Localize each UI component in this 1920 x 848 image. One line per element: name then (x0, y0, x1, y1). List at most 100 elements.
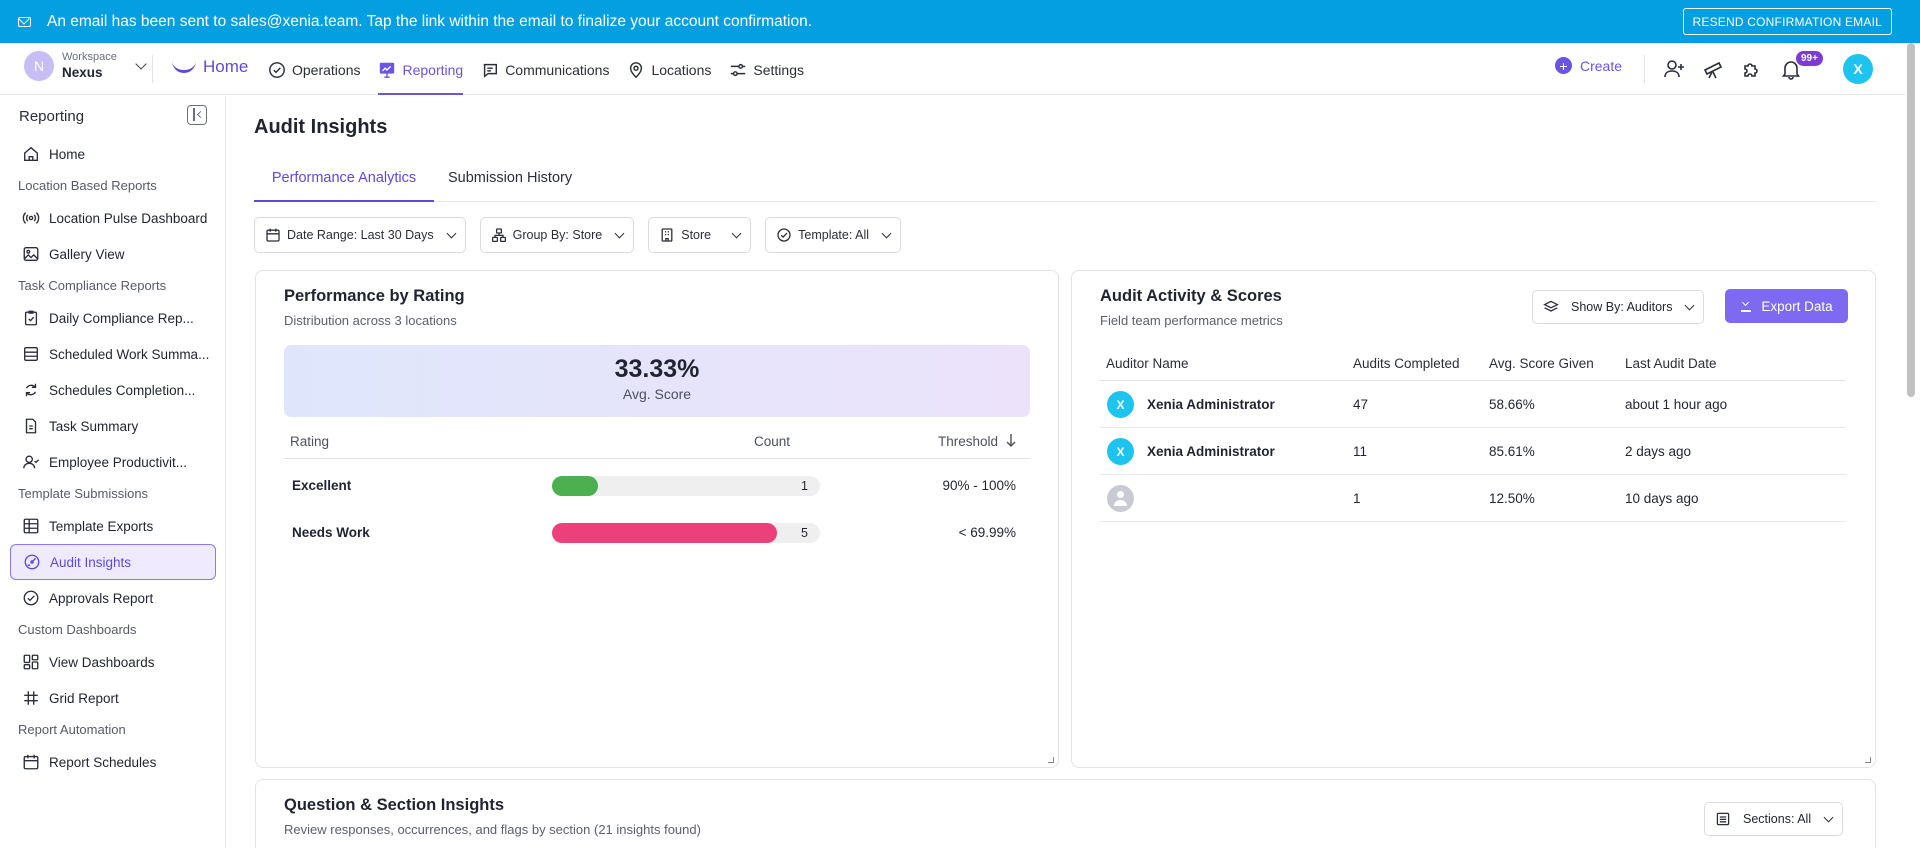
nav-reporting[interactable]: Reporting (378, 59, 463, 95)
puzzle-icon[interactable] (1741, 58, 1763, 80)
card-subtitle: Field team performance metrics (1100, 313, 1283, 328)
sidebar-item-label: Daily Compliance Rep... (49, 310, 194, 326)
tab-performance-analytics[interactable]: Performance Analytics (254, 170, 434, 202)
nav-communications[interactable]: Communications (481, 59, 609, 81)
rating-count: 1 (801, 479, 808, 493)
nav-locations[interactable]: Locations (627, 59, 711, 81)
nav-operations[interactable]: Operations (268, 59, 360, 81)
sidebar-item-label: Approvals Report (49, 590, 154, 606)
show-by-label: Show By: Auditors (1571, 300, 1673, 314)
nav-locations-label: Locations (651, 62, 712, 78)
page-title: Audit Insights (254, 116, 388, 138)
nav-settings[interactable]: Settings (729, 59, 804, 81)
plus-icon: + (1555, 57, 1572, 74)
check-circle-icon (22, 589, 40, 607)
group-by-label: Group By: Store (512, 228, 603, 242)
group-by-filter[interactable]: Group By: Store (479, 217, 635, 253)
resend-confirmation-button[interactable]: RESEND CONFIRMATION EMAIL (1682, 8, 1892, 35)
sidebar-item-approvals[interactable]: Approvals Report (10, 580, 216, 616)
chevron-down-icon (446, 228, 457, 238)
audit-gauge-icon (23, 553, 41, 571)
last-audit-header: Last Audit Date (1625, 356, 1717, 371)
card-subtitle: Distribution across 3 locations (284, 313, 457, 328)
building-icon (659, 227, 675, 243)
table-row[interactable]: 1 12.50% 10 days ago (1100, 475, 1846, 522)
document-icon (22, 417, 40, 435)
resize-handle-icon[interactable] (1048, 757, 1054, 763)
reporting-sidebar: Reporting Home Location Based Reports Lo… (0, 96, 226, 848)
audits-completed-header: Audits Completed (1353, 356, 1460, 371)
tab-submission-history[interactable]: Submission History (448, 170, 573, 186)
user-avatar[interactable]: X (1843, 54, 1873, 84)
card-title: Performance by Rating (284, 287, 465, 305)
sidebar-item-location-pulse[interactable]: Location Pulse Dashboard (10, 200, 216, 236)
sidebar-item-label: Audit Insights (50, 554, 132, 570)
resize-handle-icon[interactable] (1865, 757, 1871, 763)
sidebar-item-label: Grid Report (49, 690, 119, 706)
sliders-icon (729, 61, 747, 79)
sidebar-item-home[interactable]: Home (10, 136, 216, 172)
store-filter[interactable]: Store (648, 217, 752, 253)
sidebar-item-label: Location Pulse Dashboard (49, 210, 208, 226)
sidebar-item-task-summary[interactable]: Task Summary (10, 408, 216, 444)
nav-communications-label: Communications (505, 62, 610, 78)
sidebar-item-grid-report[interactable]: Grid Report (10, 680, 216, 716)
sidebar-item-scheduled-work[interactable]: Scheduled Work Summa... (10, 336, 216, 372)
collapse-sidebar-icon[interactable] (187, 105, 207, 125)
export-data-button[interactable]: Export Data (1725, 289, 1848, 323)
avg-score-given: 58.66% (1489, 397, 1535, 412)
notifications-bell-icon[interactable]: 99+ (1780, 51, 1823, 80)
hierarchy-icon (491, 227, 507, 243)
arrow-down-icon[interactable] (1006, 433, 1016, 450)
sections-filter-label: Sections: All (1743, 812, 1812, 826)
avg-score-given: 85.61% (1489, 444, 1535, 459)
sidebar-item-audit-insights[interactable]: Audit Insights (10, 544, 216, 580)
chevron-down-icon (731, 228, 742, 238)
nav-home-label: Home (203, 57, 249, 76)
broadcast-icon (22, 209, 40, 227)
banner-message: An email has been sent to sales@xenia.te… (47, 12, 813, 30)
add-user-icon[interactable] (1663, 58, 1685, 80)
sidebar-item-schedules-completion[interactable]: Schedules Completion... (10, 372, 216, 408)
users-icon (22, 453, 40, 471)
auditor-name: Xenia Administrator (1147, 397, 1275, 412)
sections-filter[interactable]: Sections: All (1704, 802, 1844, 836)
nav-home[interactable]: Home (172, 57, 248, 77)
sidebar-item-view-dashboards[interactable]: View Dashboards (10, 644, 216, 680)
template-label: Template: All (798, 228, 870, 242)
sidebar-item-daily-compliance[interactable]: Daily Compliance Rep... (10, 300, 216, 336)
create-button[interactable]: + Create (1555, 57, 1622, 74)
hash-grid-icon (22, 689, 40, 707)
card-title: Audit Activity & Scores (1100, 287, 1282, 305)
page-scrollbar[interactable] (1907, 43, 1915, 397)
show-by-dropdown[interactable]: Show By: Auditors (1532, 290, 1705, 324)
date-range-filter[interactable]: Date Range: Last 30 Days (254, 217, 466, 253)
rating-name: Needs Work (292, 525, 370, 540)
sidebar-item-employee-productivity[interactable]: Employee Productivit... (10, 444, 216, 480)
chevron-down-icon (1823, 812, 1834, 822)
rating-bar-fill (552, 476, 598, 496)
user-placeholder-icon (1107, 485, 1134, 512)
template-filter[interactable]: Template: All (765, 217, 902, 253)
refresh-icon (22, 381, 40, 399)
nav-settings-label: Settings (753, 62, 804, 78)
table-row[interactable]: X Xenia Administrator 47 58.66% about 1 … (1100, 381, 1846, 428)
card-title: Question & Section Insights (284, 796, 505, 814)
sidebar-item-template-exports[interactable]: Template Exports (10, 508, 216, 544)
avg-score-value: 33.33% (614, 355, 700, 383)
top-navigation: N Workspace Nexus Home Operations Report… (0, 43, 1905, 95)
sidebar-section-title: Custom Dashboards (18, 622, 137, 637)
chevron-down-icon (135, 57, 147, 70)
telescope-icon[interactable] (1702, 58, 1724, 80)
table-row[interactable]: X Xenia Administrator 11 85.61% 2 days a… (1100, 428, 1846, 475)
workspace-switcher[interactable]: N Workspace Nexus (24, 51, 147, 81)
sidebar-section-title: Report Automation (18, 722, 126, 737)
sidebar-item-report-schedules[interactable]: Report Schedules (10, 744, 216, 780)
tab-bar: Performance Analytics Submission History (254, 164, 1876, 202)
sidebar-item-gallery[interactable]: Gallery View (10, 236, 216, 272)
clipboard-check-icon (22, 309, 40, 327)
calendar-icon (265, 227, 281, 243)
auditor-avatar: X (1107, 391, 1134, 418)
audits-completed: 47 (1353, 397, 1369, 412)
threshold-header[interactable]: Threshold (937, 434, 998, 449)
